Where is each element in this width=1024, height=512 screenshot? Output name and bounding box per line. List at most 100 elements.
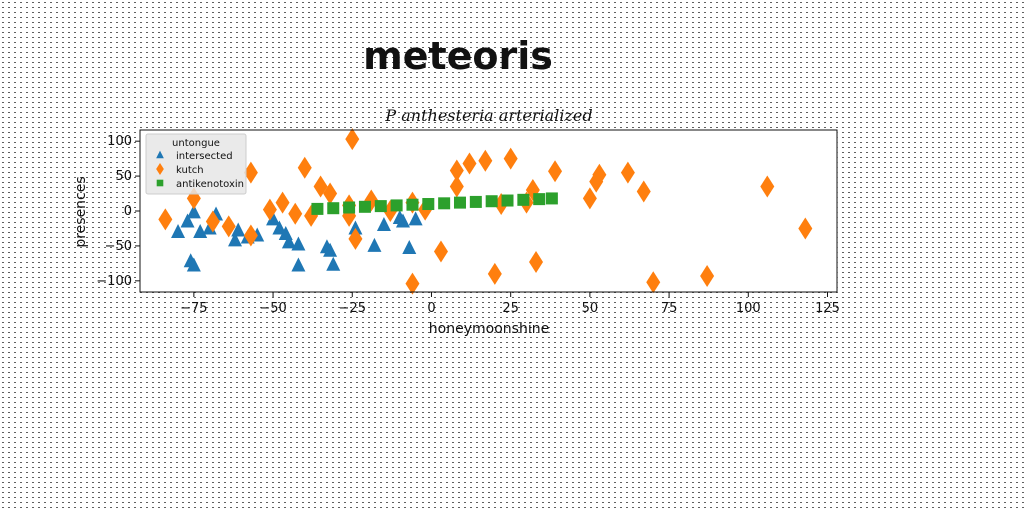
intersected-point [408,211,423,226]
intersected-point [367,237,382,252]
y-tick-label: −100 [96,274,132,289]
y-tick-label: 100 [107,134,132,149]
kutch-point [288,202,303,225]
legend-item-kutch: kutch [156,162,204,176]
x-tick-label: 25 [502,301,519,316]
page-title: meteoris [363,34,553,78]
kutch-point [487,262,502,285]
kutch-point [548,160,563,183]
kutch-point [405,272,420,295]
kutch-point [345,128,360,151]
x-tick-label: −25 [339,301,366,316]
x-tick-label: 125 [815,301,840,316]
intersected-point [228,232,243,247]
intersected-point [186,257,201,272]
intersected-point [231,222,246,237]
antikenotoxin-point [390,199,403,212]
kutch-point [323,182,338,205]
intersected-point [291,236,306,251]
antikenotoxin-point [501,194,514,207]
x-tick-label: −75 [180,301,207,316]
kutch-point [503,147,518,170]
kutch-point [462,152,477,175]
kutch-point [582,187,597,210]
x-axis: −75 −50 −25 0 25 50 75 100 125 [180,292,840,316]
x-axis-label: honeymoonshine [429,321,549,337]
antikenotoxin-point [358,200,371,213]
antikenotoxin-point [545,192,558,205]
intersected-point [171,223,186,238]
intersected-point [323,242,338,257]
antikenotoxin-point [453,196,466,209]
antikenotoxin-point [311,202,324,215]
chart-subtitle: P anthesteria arterialized [384,106,592,125]
legend: untongue intersected kutch antikenotoxin [145,133,247,195]
kutch-point [478,149,493,172]
legend-box [145,133,247,195]
antikenotoxin-point [533,193,546,206]
kutch-point [700,264,715,287]
kutch-point [243,224,258,247]
intersected-point [281,234,296,249]
kutch-point [529,250,544,273]
kutch-point [243,161,258,184]
kutch-point [275,191,290,214]
antikenotoxin-point [438,197,451,210]
kutch-point [798,217,813,240]
legend-item-antikenotoxin: antikenotoxin [156,179,244,190]
intersected-point [186,204,201,219]
legend-marker-antikenotoxin [156,179,164,187]
antikenotoxin-point [374,200,387,213]
x-tick-label: 75 [661,301,678,316]
antikenotoxin-point [517,193,530,206]
x-tick-label: 0 [427,301,435,316]
kutch-point [636,180,651,203]
intersected-point [180,213,195,228]
kutch-point [760,175,775,198]
kutch-point [348,227,363,250]
kutch-point [205,210,220,233]
intersected-point [272,220,287,235]
antikenotoxin-point [343,201,356,214]
kutch-point [620,161,635,184]
legend-label: intersected [176,151,233,162]
y-tick-label: −50 [105,239,132,254]
y-axis: 100 50 0 −50 −100 [96,134,140,289]
x-tick-label: −50 [259,301,286,316]
antikenotoxin-point [327,202,340,215]
antikenotoxin-point [406,198,419,211]
legend-marker-kutch [156,162,164,176]
x-tick-label: 50 [582,301,599,316]
kutch-point [449,159,464,182]
intersected-point [395,213,410,228]
intersected-point [348,220,363,235]
intersected-point [326,256,341,271]
legend-label: kutch [176,165,204,176]
kutch-point [158,208,173,231]
kutch-point [646,271,661,294]
intersected-point [402,240,417,255]
kutch-point [262,198,277,221]
antikenotoxin-point [485,195,498,208]
legend-title: untongue [172,138,220,149]
legend-marker-intersected [156,150,164,159]
intersected-point [266,211,281,226]
legend-item-intersected: intersected [156,150,233,162]
y-tick-label: 50 [115,169,132,184]
kutch-point [221,215,236,238]
antikenotoxin-point [469,195,482,208]
intersected-point [376,216,391,231]
kutch-point [592,163,607,186]
y-axis-label: presences [73,176,89,247]
y-tick-label: 0 [124,204,132,219]
kutch-point [449,175,464,198]
kutch-point [297,156,312,179]
kutch-point [433,240,448,263]
series-kutch [158,128,813,295]
legend-label: antikenotoxin [176,179,244,190]
series-antikenotoxin [311,192,558,215]
intersected-point [291,257,306,272]
antikenotoxin-point [422,198,435,211]
x-tick-label: 100 [736,301,761,316]
